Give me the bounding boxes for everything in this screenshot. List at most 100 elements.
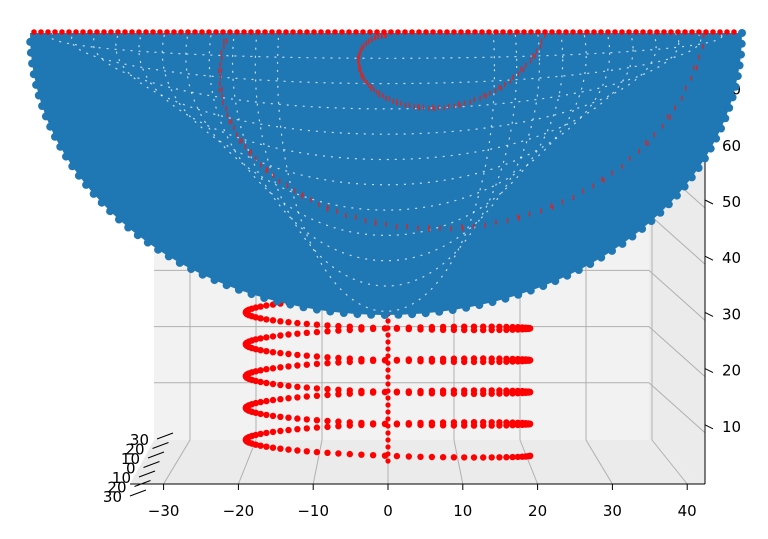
rim-point	[52, 29, 58, 35]
helix-point	[294, 319, 301, 327]
rim-point	[304, 29, 310, 35]
helix-point	[450, 390, 458, 397]
helix-point	[294, 394, 301, 401]
helix-point	[257, 347, 264, 354]
helix-point	[294, 415, 301, 422]
x-gridline-floor	[453, 439, 464, 485]
helix-point	[335, 418, 342, 425]
bowl-point	[680, 182, 689, 191]
bowl-point	[210, 276, 219, 285]
helix-point	[277, 381, 284, 389]
bowl-point	[435, 307, 444, 316]
bowl-point	[733, 72, 742, 81]
rim-point	[381, 29, 387, 35]
rim-point	[255, 29, 261, 35]
helix-point	[385, 339, 391, 345]
helix-point	[335, 359, 342, 366]
z-tick-label: 30	[722, 305, 741, 323]
bowl-point	[462, 303, 471, 312]
bowl-ring	[161, 33, 611, 186]
bowl-point	[56, 142, 65, 151]
y-tick	[134, 480, 151, 487]
helix-point	[263, 429, 270, 437]
bowl-point	[353, 310, 362, 319]
bowl-point	[628, 232, 637, 241]
rim-point	[647, 29, 653, 35]
rim-point	[192, 29, 198, 35]
rim-point	[346, 29, 352, 35]
bowl-surface	[30, 33, 742, 315]
bowl-point	[647, 217, 656, 225]
x-tick-label: 30	[603, 502, 622, 520]
rim-point	[619, 29, 625, 35]
helix-point	[503, 390, 510, 397]
bowl-point	[737, 39, 746, 48]
helix-point	[385, 458, 391, 464]
helix-point	[285, 414, 292, 421]
helix-point	[450, 422, 458, 429]
helix-point	[470, 454, 478, 461]
bowl-ring	[92, 33, 680, 110]
bowl-point	[143, 238, 152, 247]
rim-point	[458, 29, 464, 35]
helix-point	[470, 390, 478, 397]
helix-point	[514, 326, 522, 333]
bowl-point	[664, 200, 673, 209]
helix-point	[417, 421, 424, 429]
helix-point	[324, 328, 331, 335]
x-tick-label: −10	[297, 502, 329, 520]
rim-point	[171, 29, 177, 35]
helix-point	[480, 390, 487, 397]
helix-point	[509, 326, 516, 333]
bowl-point	[74, 171, 83, 180]
rim-point	[430, 29, 436, 35]
helix-point	[263, 443, 270, 450]
rim-point	[409, 29, 415, 35]
bowl-point	[28, 59, 37, 68]
rim-point	[150, 29, 156, 35]
rim-point	[479, 29, 485, 35]
helix-point	[252, 336, 259, 343]
rim-point	[311, 29, 317, 35]
helix-point	[303, 393, 310, 400]
rim-point	[339, 29, 345, 35]
bowl-point	[539, 282, 548, 290]
helix-point	[417, 326, 424, 333]
helix-point	[503, 326, 510, 333]
rim-point	[178, 29, 184, 35]
y-tick-label: 10	[121, 450, 140, 468]
helix-point	[369, 388, 377, 395]
helix-point	[257, 442, 264, 449]
helix-point	[439, 422, 447, 429]
bowl-point	[154, 245, 163, 254]
bowl-point	[608, 246, 616, 255]
helix-point	[303, 352, 310, 359]
helix-point	[335, 391, 342, 398]
rim-point	[591, 29, 597, 35]
floor-pane	[130, 440, 705, 484]
helix-point	[303, 361, 310, 368]
rim-point	[556, 29, 562, 35]
rim-point	[276, 29, 282, 35]
helix-point	[324, 449, 331, 456]
helix-point	[324, 354, 331, 361]
rim-point	[227, 29, 233, 35]
bowl-point	[586, 260, 595, 268]
helix-point	[263, 316, 270, 323]
helix-point	[385, 423, 391, 429]
helix-point	[385, 451, 391, 457]
rim-point	[374, 29, 380, 35]
helix-point	[385, 430, 391, 436]
helix-point	[285, 395, 292, 402]
y-tick-label: 30	[130, 431, 149, 449]
rim-point	[444, 29, 450, 35]
helix-point	[313, 321, 321, 328]
helix-point	[496, 390, 503, 397]
rim-point	[612, 29, 618, 35]
helix-point	[269, 396, 277, 404]
bowl-point	[68, 162, 77, 171]
rim-point	[549, 29, 555, 35]
helix-point	[514, 421, 522, 429]
helix-point	[313, 448, 321, 456]
